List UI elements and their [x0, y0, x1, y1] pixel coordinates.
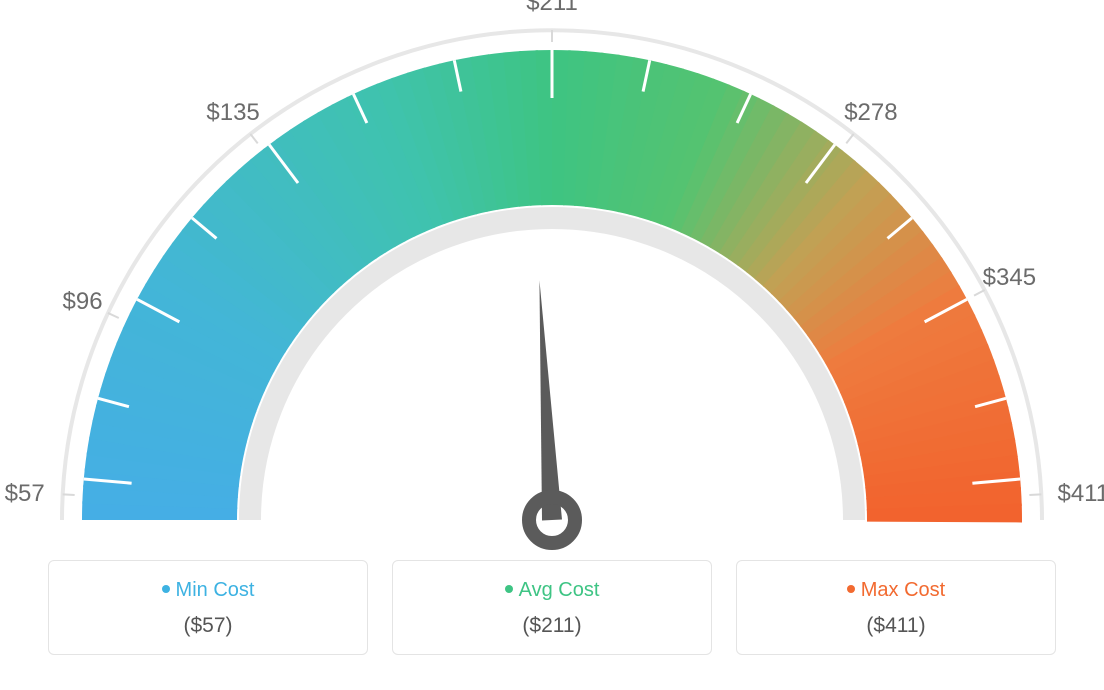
legend-value-avg: ($211)	[403, 614, 701, 638]
dot-icon	[162, 585, 170, 593]
legend-title-avg: Avg Cost	[403, 579, 701, 602]
legend-label-max: Max Cost	[861, 579, 945, 601]
legend-title-max: Max Cost	[747, 579, 1045, 602]
svg-text:$345: $345	[983, 264, 1036, 291]
legend-card-avg: Avg Cost ($211)	[392, 560, 712, 655]
svg-text:$96: $96	[63, 288, 103, 315]
gauge-svg: $57 $96 $135 $211 $278 $345 $411	[0, 0, 1104, 560]
svg-text:$211: $211	[526, 0, 578, 16]
legend-value-max: ($411)	[747, 614, 1045, 638]
legend-title-min: Min Cost	[59, 579, 357, 602]
legend-card-max: Max Cost ($411)	[736, 560, 1056, 655]
svg-text:$278: $278	[844, 99, 897, 126]
legend-value-min: ($57)	[59, 614, 357, 638]
svg-text:$57: $57	[5, 480, 45, 507]
legend-label-avg: Avg Cost	[519, 579, 600, 601]
svg-text:$411: $411	[1057, 480, 1104, 507]
legend-row: Min Cost ($57) Avg Cost ($211) Max Cost …	[0, 560, 1104, 655]
legend-label-min: Min Cost	[176, 579, 255, 601]
dot-icon	[505, 585, 513, 593]
legend-card-min: Min Cost ($57)	[48, 560, 368, 655]
svg-text:$135: $135	[206, 99, 259, 126]
dot-icon	[847, 585, 855, 593]
gauge-chart: $57 $96 $135 $211 $278 $345 $411	[0, 0, 1104, 560]
